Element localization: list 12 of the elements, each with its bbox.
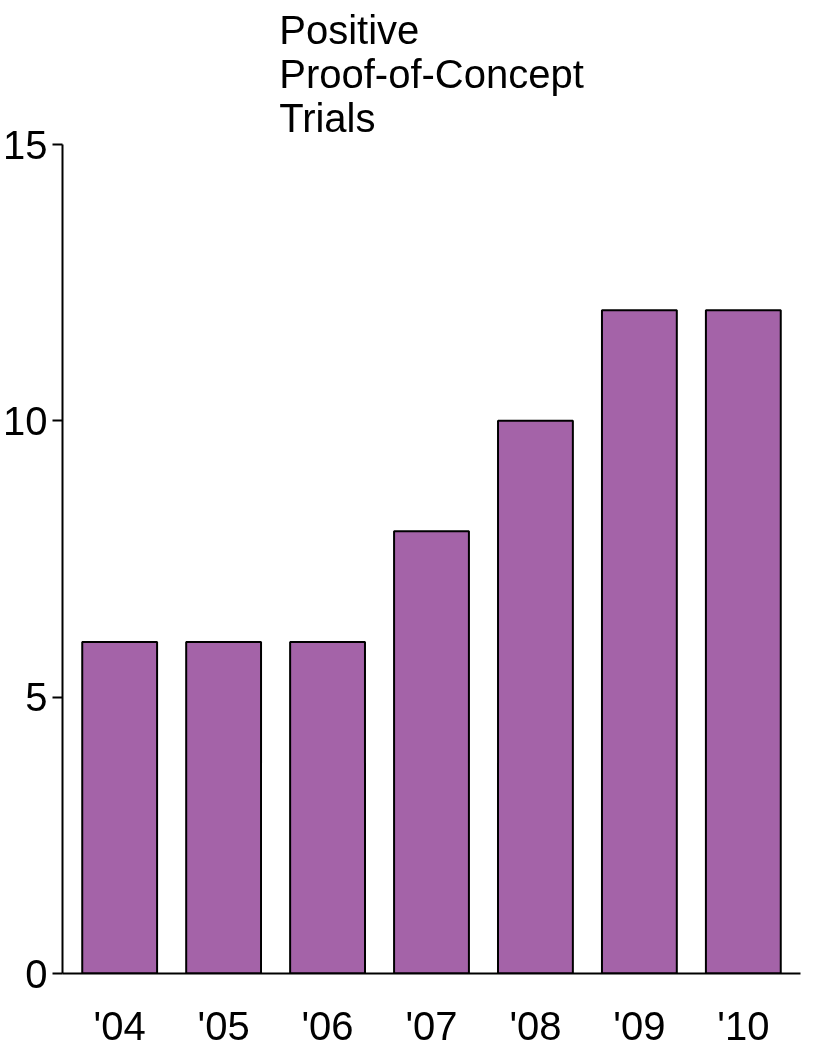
y-tick-label: 15 [3,122,48,167]
y-tick-label: 5 [25,675,48,720]
x-tick-label: '05 [197,1003,250,1048]
x-tick-label: '06 [301,1003,354,1048]
x-tick-label: '07 [405,1003,458,1048]
y-tick-label: 10 [3,398,48,443]
x-tick-label: '09 [613,1003,666,1048]
y-tick-label: 0 [25,951,48,996]
x-tick-label: '04 [93,1003,146,1048]
x-tick-label: '08 [509,1003,562,1048]
chart-title: Positive Proof-of-Concept Trials [279,7,584,140]
x-tick-label: '10 [717,1003,770,1048]
